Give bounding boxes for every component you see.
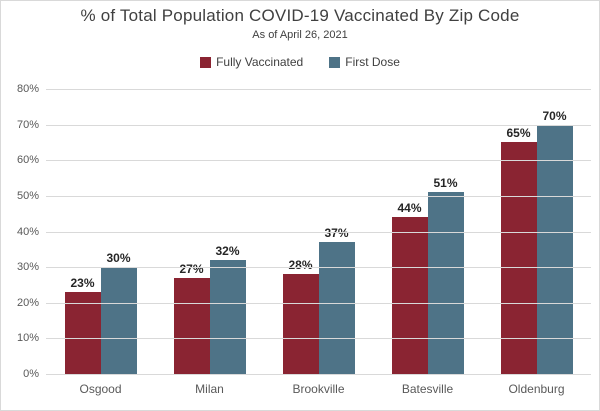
legend-item-first-dose: First Dose xyxy=(329,55,400,69)
bar-value-label: 27% xyxy=(179,261,204,276)
gridline xyxy=(46,124,591,126)
bar-first-dose-batesville: 51% xyxy=(427,176,464,374)
legend: Fully Vaccinated First Dose xyxy=(1,55,599,69)
chart-subtitle: As of April 26, 2021 xyxy=(252,29,348,41)
bar-value-label: 70% xyxy=(542,108,567,123)
bar-value-label: 23% xyxy=(70,276,95,291)
bar-group-brookville: 28% 37% Brookville xyxy=(264,89,373,396)
bar-first-dose-brookville: 37% xyxy=(318,226,355,374)
x-axis-label: Brookville xyxy=(292,382,345,396)
bar-groups: 23% 30% Osgood 27% 32% Milan 28% 37% Brookville 4… xyxy=(46,89,591,396)
bar-value-label: 51% xyxy=(433,176,458,191)
y-axis-tick-label: 60% xyxy=(16,154,39,167)
legend-item-fully-vaccinated: Fully Vaccinated xyxy=(200,55,303,69)
first-dose-swatch-icon xyxy=(329,56,341,68)
legend-label: First Dose xyxy=(345,55,400,69)
bar-first-dose-osgood: 30% xyxy=(100,251,137,374)
y-axis: 0% 10% 20% 30% 40% 50% 60% 70% 80% xyxy=(1,83,39,380)
bar-value-label: 65% xyxy=(506,126,531,141)
legend-label: Fully Vaccinated xyxy=(216,55,304,69)
chart-title: % of Total Population COVID-19 Vaccinate… xyxy=(80,6,520,25)
gridline xyxy=(46,374,591,375)
bar-fully-vaccinated-milan: 27% xyxy=(173,262,210,374)
bar-value-label: 37% xyxy=(324,226,349,241)
bar-group-milan: 27% 32% Milan xyxy=(155,89,264,396)
gridline xyxy=(46,195,591,197)
gridline xyxy=(46,302,591,304)
y-axis-tick-label: 80% xyxy=(16,83,39,95)
bar-value-label: 32% xyxy=(215,244,240,258)
x-axis-label: Osgood xyxy=(79,382,122,396)
bar-value-label: 30% xyxy=(106,251,131,266)
bar-value-label: 44% xyxy=(397,201,422,216)
bar-first-dose-milan: 32% xyxy=(209,244,246,374)
y-axis-tick-label: 30% xyxy=(16,261,39,274)
fully-vaccinated-swatch-icon xyxy=(200,56,212,68)
bar-group-osgood: 23% 30% Osgood xyxy=(46,89,155,396)
gridline xyxy=(46,160,591,162)
plot-area: 23% 30% Osgood 27% 32% Milan 28% 37% Brookville 4… xyxy=(46,89,591,396)
gridline xyxy=(46,267,591,269)
y-axis-tick-label: 0% xyxy=(23,368,39,380)
gridline xyxy=(46,338,591,340)
x-axis-label: Oldenburg xyxy=(508,382,565,396)
bar-value-label: 28% xyxy=(288,258,313,273)
bar-fully-vaccinated-brookville: 28% xyxy=(282,258,319,374)
x-axis-label: Batesville xyxy=(401,382,454,396)
gridline xyxy=(46,231,591,233)
y-axis-tick-label: 10% xyxy=(16,332,39,345)
gridline xyxy=(46,89,591,90)
y-axis-tick-label: 20% xyxy=(16,296,39,309)
bar-group-oldenburg: 65% 70% Oldenburg xyxy=(482,89,591,396)
bar-fully-vaccinated-oldenburg: 65% xyxy=(500,126,537,374)
bar-fully-vaccinated-osgood: 23% xyxy=(64,276,101,374)
bar-group-batesville: 44% 51% Batesville xyxy=(373,89,482,396)
y-axis-tick-label: 40% xyxy=(16,225,39,238)
y-axis-tick-label: 70% xyxy=(16,118,39,131)
bar-fully-vaccinated-batesville: 44% xyxy=(391,201,428,374)
y-axis-tick-label: 50% xyxy=(16,189,39,202)
x-axis-label: Milan xyxy=(195,382,224,396)
bar-first-dose-oldenburg: 70% xyxy=(536,109,573,374)
